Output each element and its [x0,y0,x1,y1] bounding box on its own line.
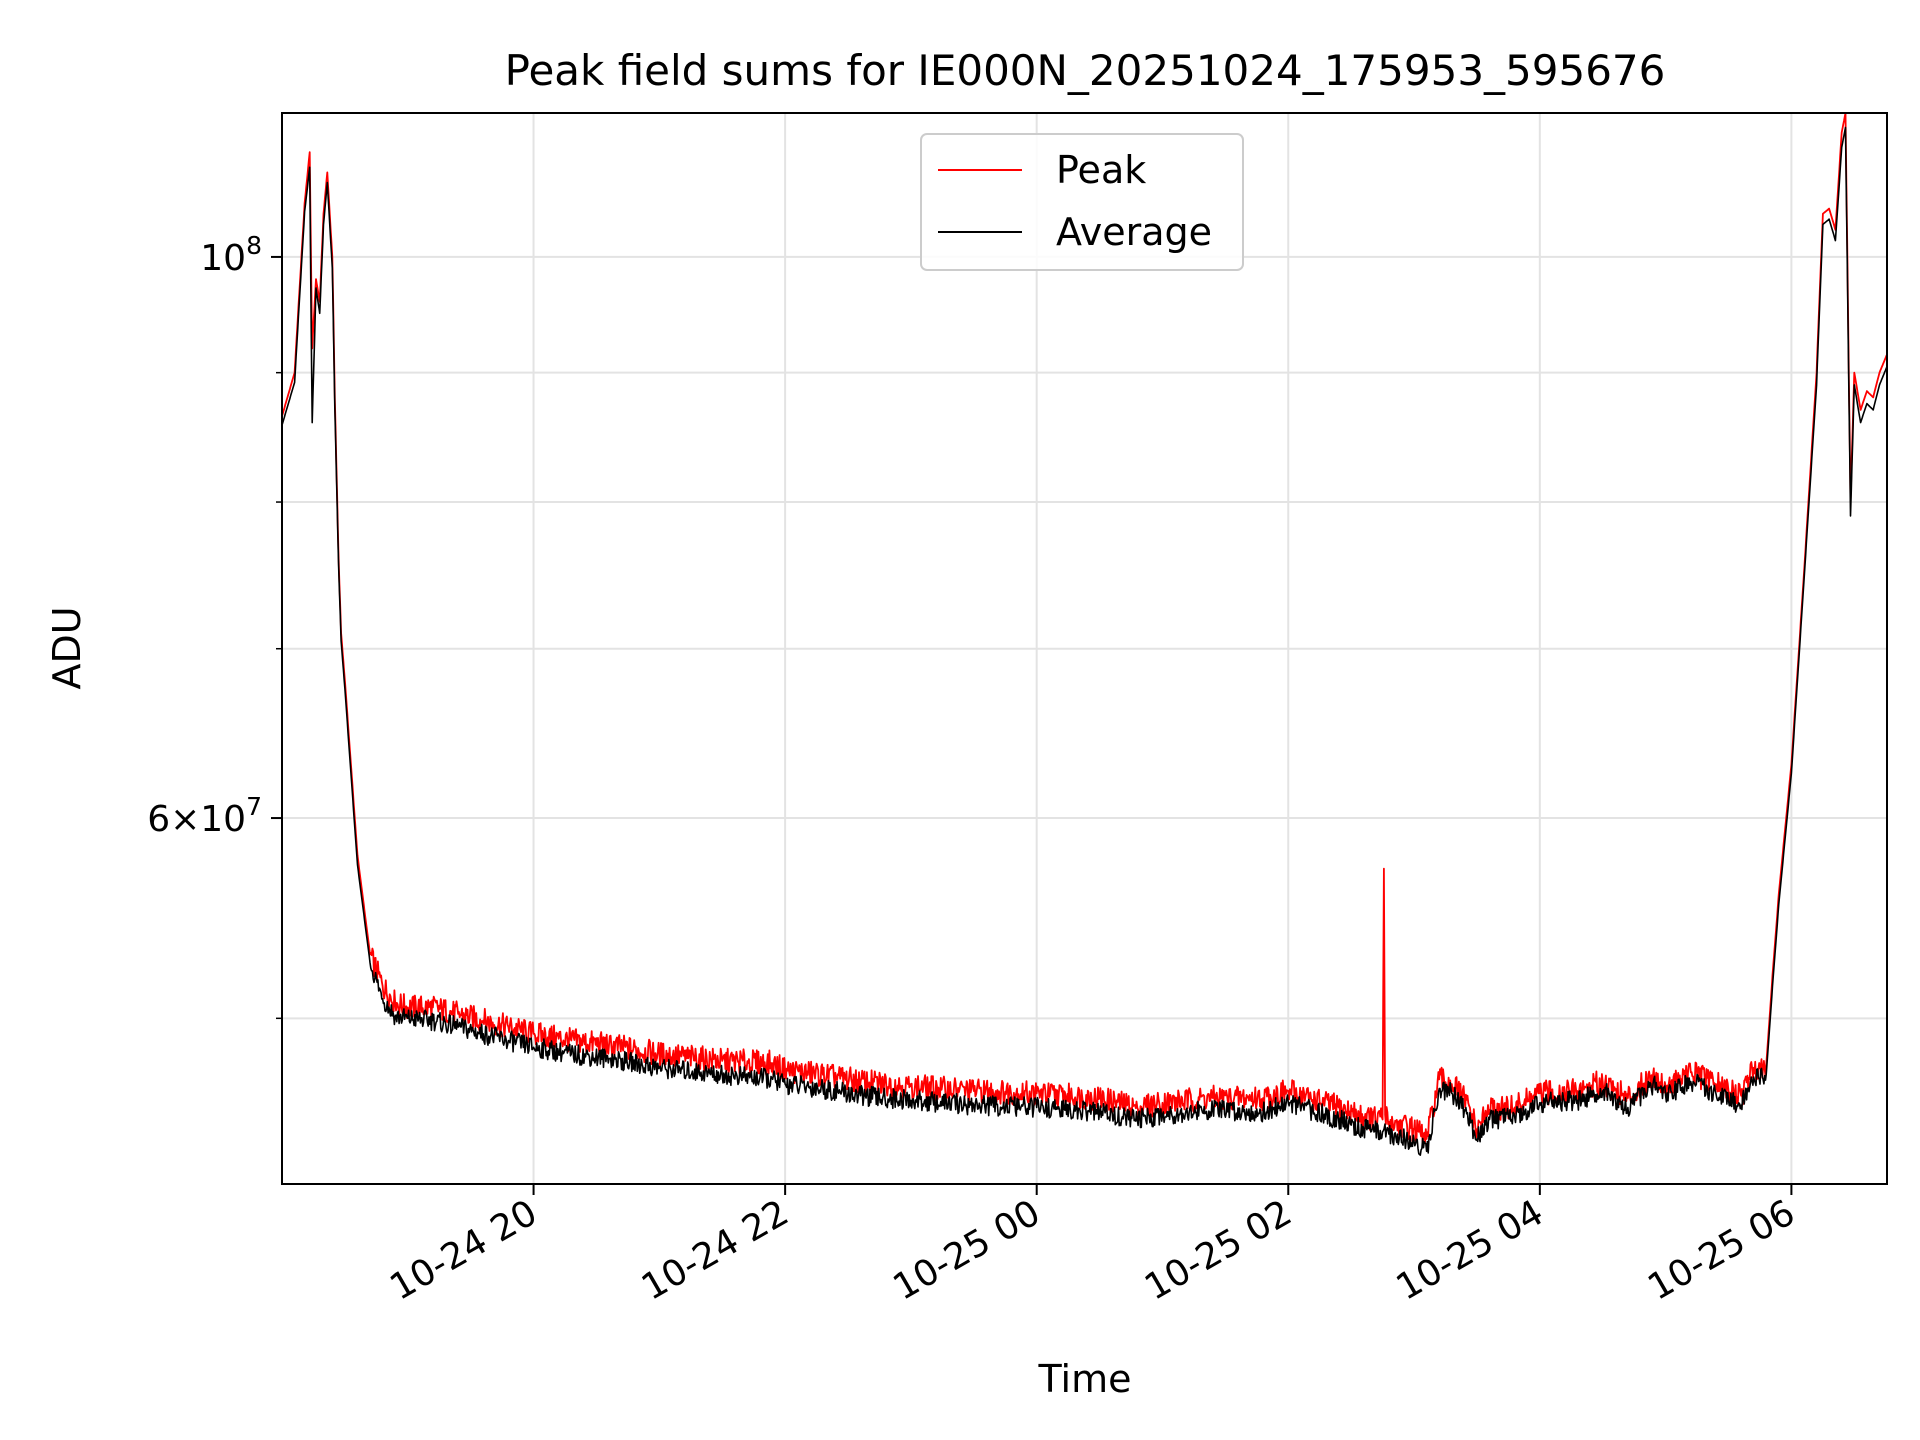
series-line-average [282,126,1887,1156]
y-tick-base: 10 [200,799,246,840]
y-tick-label: 108 [200,231,262,279]
y-tick-base: 10 [200,238,246,279]
y-axis-label: ADU [45,606,89,689]
legend-label-average: Average [1056,210,1212,254]
y-tick-coef: 6 [147,799,170,840]
y-tick-exponent: 7 [246,792,262,821]
y-tick-label: 6×107 [147,792,262,840]
legend-box [920,133,1244,271]
legend-label-peak: Peak [1056,148,1146,192]
y-tick-times: × [170,799,200,840]
x-axis-label: Time [1038,1357,1132,1401]
legend: Peak Average [920,133,1244,271]
chart-title: Peak field sums for IE000N_20251024_1759… [505,46,1666,95]
series-layer [282,113,1887,1156]
y-tick-exponent: 8 [246,231,262,260]
grid [282,113,1887,1184]
